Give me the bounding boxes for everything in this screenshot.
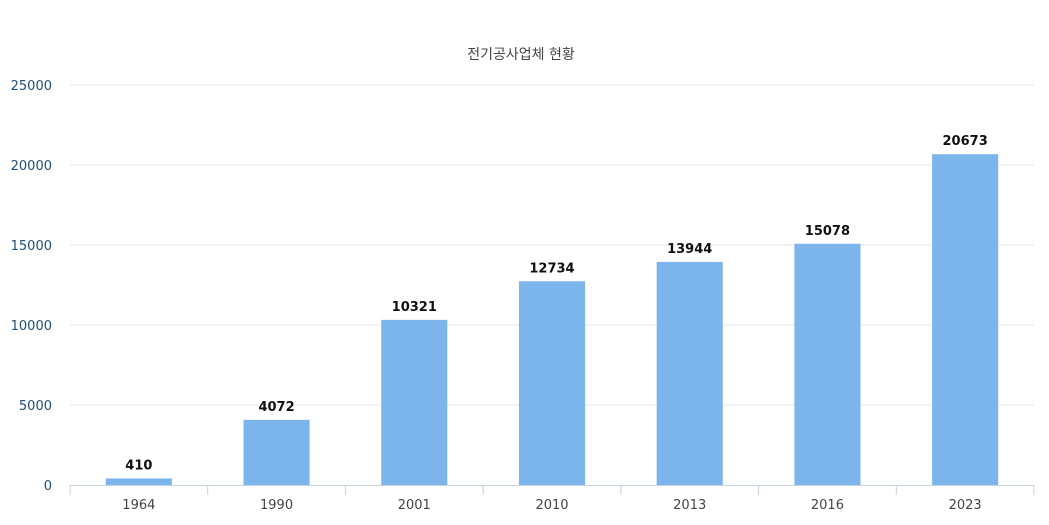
x-tick-label: 1990 [260, 498, 293, 513]
y-tick-label: 10000 [11, 319, 52, 334]
x-axis: 1964 1990 2001 2010 2013 2016 2023 [69, 485, 1035, 513]
data-labels: 410 4072 10321 12734 13944 15078 20673 [125, 134, 987, 473]
y-tick-label: 25000 [11, 79, 52, 94]
y-axis-ticks: 0 5000 10000 15000 20000 25000 [11, 79, 52, 494]
data-label: 15078 [805, 224, 850, 239]
y-tick-label: 5000 [19, 399, 52, 414]
data-label: 13944 [667, 242, 712, 257]
x-tick-label: 2001 [398, 498, 431, 513]
x-tick-label: 1964 [122, 498, 155, 513]
bar [243, 419, 310, 485]
bars [105, 154, 999, 485]
bar [794, 243, 861, 485]
bar [932, 154, 999, 485]
chart-title: 전기공사업체 현황 [467, 47, 575, 63]
data-label: 4072 [258, 400, 294, 415]
data-label: 20673 [943, 134, 988, 149]
y-tick-label: 15000 [11, 239, 52, 254]
x-tick-label: 2010 [535, 498, 568, 513]
bar [105, 478, 172, 485]
y-tick-label: 20000 [11, 159, 52, 174]
data-label: 12734 [529, 261, 574, 276]
x-tick-label: 2013 [673, 498, 706, 513]
gridlines [70, 84, 1034, 406]
bar [518, 281, 586, 485]
bar [656, 261, 723, 485]
data-label: 410 [125, 458, 152, 473]
x-tick-label: 2016 [811, 498, 844, 513]
y-tick-label: 0 [44, 479, 52, 494]
x-tick-label: 2023 [949, 498, 982, 513]
data-label: 10321 [392, 300, 437, 315]
bar [381, 319, 448, 485]
